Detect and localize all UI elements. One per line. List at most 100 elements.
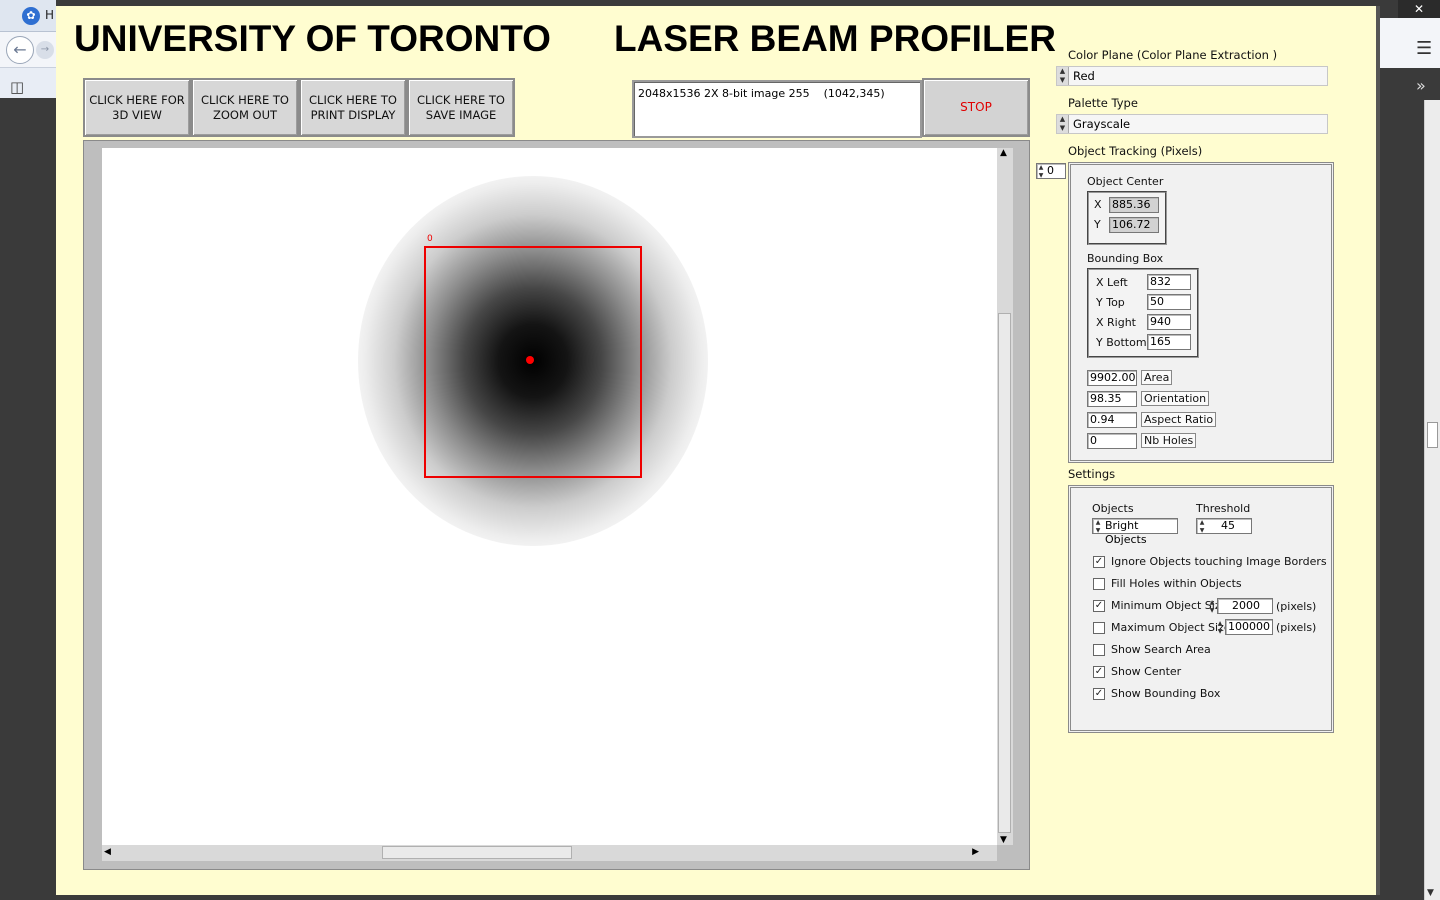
ring-spinner-icon[interactable]: ▲ ▼ [1057, 67, 1069, 85]
image-info-display: 2048x1536 2X 8-bit image 255 (1042,345) [632, 80, 922, 138]
button-label: CLICK HERE TO [309, 93, 397, 107]
palette-type-ring[interactable]: ▲ ▼ Grayscale [1056, 114, 1328, 134]
university-title: UNIVERSITY OF TORONTO [74, 18, 551, 59]
object-index-input[interactable]: ▲ ▼ 0 [1036, 163, 1066, 179]
bounding-box-cluster: X Left 832 Y Top 50 X Right 940 Y Bottom… [1087, 268, 1199, 358]
aspect-ratio-value: 0.94 [1087, 412, 1137, 428]
fill-holes-checkbox[interactable] [1093, 578, 1105, 590]
center-x-label: X [1094, 198, 1102, 211]
bounding-box-label: Bounding Box [1087, 252, 1164, 265]
image-vertical-scroll-thumb[interactable] [998, 313, 1011, 833]
bbox-top-label: Y Top [1096, 296, 1125, 309]
max-size-input[interactable]: ▲ ▼ 100000 [1218, 619, 1273, 635]
image-horizontal-scrollbar[interactable]: ◀ ▶ [102, 845, 997, 861]
min-size-value: 2000 [1232, 599, 1260, 612]
browser-tab[interactable]: ✿ H [0, 0, 56, 32]
show-bounding-box-label: Show Bounding Box [1111, 687, 1221, 700]
ignore-borders-label: Ignore Objects touching Image Borders [1111, 555, 1327, 568]
button-label: CLICK HERE FOR [89, 93, 185, 107]
orientation-label: Orientation [1141, 391, 1210, 406]
min-size-input[interactable]: ▲ ▼ 2000 [1210, 598, 1273, 614]
button-label: CLICK HERE TO [201, 93, 289, 107]
object-index-value: 0 [1047, 164, 1054, 177]
max-size-label: Maximum Object Size [1111, 621, 1231, 634]
max-size-spinner-icon[interactable]: ▲ ▼ [1217, 620, 1223, 635]
threshold-label: Threshold [1196, 502, 1251, 515]
sidebar-toggle-icon[interactable]: ◫ [10, 78, 25, 96]
ring-spinner-icon[interactable]: ▲ ▼ [1095, 519, 1101, 534]
area-value: 9902.00 [1087, 370, 1137, 386]
holes-value: 0 [1087, 433, 1137, 449]
object-center-label: Object Center [1087, 175, 1164, 188]
image-horizontal-scroll-thumb[interactable] [382, 846, 572, 859]
bbox-top-value: 50 [1147, 294, 1191, 310]
app-title: LASER BEAM PROFILER [614, 18, 1056, 59]
palette-type-value: Grayscale [1073, 117, 1131, 131]
button-label: ZOOM OUT [212, 108, 278, 122]
color-plane-value: Red [1073, 69, 1095, 83]
zoom-out-button[interactable]: CLICK HERE TO ZOOM OUT [191, 78, 299, 137]
color-plane-label: Color Plane (Color Plane Extraction ) [1068, 48, 1278, 62]
ignore-borders-checkbox[interactable]: ✓ [1093, 556, 1105, 568]
scroll-right-arrow-icon[interactable]: ▶ [972, 847, 979, 857]
max-size-value: 100000 [1228, 620, 1270, 633]
scroll-left-arrow-icon[interactable]: ◀ [104, 847, 111, 857]
center-y-label: Y [1094, 218, 1101, 231]
min-size-label: Minimum Object Size [1111, 599, 1228, 612]
object-center-marker [526, 356, 534, 364]
ring-spinner-icon[interactable]: ▲ ▼ [1057, 115, 1069, 133]
chevron-double-right-icon[interactable]: » [1416, 76, 1426, 95]
min-size-checkbox[interactable]: ✓ [1093, 600, 1105, 612]
min-size-unit: (pixels) [1276, 600, 1317, 613]
scroll-up-arrow-icon[interactable]: ▲ [1000, 148, 1007, 158]
page-scrollbar-thumb[interactable] [1427, 422, 1438, 448]
image-display-frame: 0 ▲ ▼ ◀ ▶ [83, 140, 1030, 870]
show-bounding-box-checkbox[interactable]: ✓ [1093, 688, 1105, 700]
threshold-spinner-icon[interactable]: ▲ ▼ [1199, 519, 1205, 534]
bbox-index-label: 0 [427, 234, 433, 244]
forward-arrow-icon[interactable]: → [36, 41, 54, 59]
show-search-area-checkbox[interactable] [1093, 644, 1105, 656]
show-search-area-label: Show Search Area [1111, 643, 1211, 656]
max-size-checkbox[interactable] [1093, 622, 1105, 634]
bbox-left-label: X Left [1096, 276, 1128, 289]
threshold-input[interactable]: ▲ ▼ 45 [1196, 518, 1252, 534]
scroll-down-arrow-icon[interactable]: ▼ [1427, 888, 1434, 898]
close-icon[interactable]: ✕ [1398, 0, 1440, 18]
object-tracking-cluster: Object Center X 885.36 Y 106.72 Bounding… [1068, 162, 1334, 463]
save-image-button[interactable]: CLICK HERE TO SAVE IMAGE [407, 78, 515, 137]
image-display[interactable]: 0 [102, 148, 997, 845]
print-display-button[interactable]: CLICK HERE TO PRINT DISPLAY [299, 78, 407, 137]
scroll-down-arrow-icon[interactable]: ▼ [1000, 835, 1007, 845]
bbox-right-label: X Right [1096, 316, 1136, 329]
browser-chrome-left: ✿ H ← → ◫ [0, 0, 56, 900]
bbox-bottom-label: Y Bottom [1096, 336, 1147, 349]
settings-cluster: Objects ▲ ▼ Bright Objects Threshold ▲ ▼ 4… [1068, 485, 1334, 733]
orientation-value: 98.35 [1087, 391, 1137, 407]
objects-ring[interactable]: ▲ ▼ Bright Objects [1092, 518, 1178, 546]
show-center-checkbox[interactable]: ✓ [1093, 666, 1105, 678]
stop-button[interactable]: STOP [922, 78, 1030, 137]
page-scrollbar[interactable]: ▼ [1424, 100, 1440, 900]
object-tracking-label: Object Tracking (Pixels) [1068, 144, 1203, 158]
fill-holes-label: Fill Holes within Objects [1111, 577, 1242, 590]
color-plane-ring[interactable]: ▲ ▼ Red [1056, 66, 1328, 86]
button-label: 3D VIEW [112, 108, 162, 122]
menu-icon[interactable]: ☰ [1416, 38, 1433, 59]
objects-value: Bright Objects [1105, 519, 1147, 546]
objects-label: Objects [1092, 502, 1134, 515]
3d-view-button[interactable]: CLICK HERE FOR 3D VIEW [83, 78, 191, 137]
back-arrow-icon[interactable]: ← [6, 36, 34, 64]
browser-sidebar-area [0, 98, 56, 900]
image-vertical-scrollbar[interactable]: ▲ ▼ [997, 148, 1013, 845]
show-center-label: Show Center [1111, 665, 1182, 678]
bounding-box-overlay [424, 246, 642, 478]
min-size-spinner-icon[interactable]: ▲ ▼ [1209, 599, 1215, 614]
button-label: CLICK HERE TO [417, 93, 505, 107]
settings-label: Settings [1068, 467, 1116, 481]
index-spinner-icon[interactable]: ▲ ▼ [1038, 164, 1044, 179]
center-x-value: 885.36 [1109, 197, 1159, 213]
bbox-right-value: 940 [1147, 314, 1191, 330]
browser-chrome-right: ✕ ☰ » ▼ [1380, 0, 1440, 900]
palette-type-label: Palette Type [1068, 96, 1138, 110]
